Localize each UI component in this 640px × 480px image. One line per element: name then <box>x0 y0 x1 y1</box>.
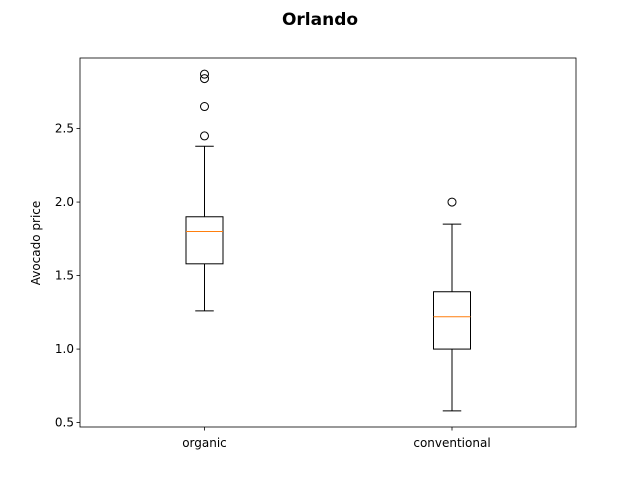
outlier-point <box>447 197 457 207</box>
x-tick-label: conventional <box>413 436 490 450</box>
x-tick-label: organic <box>182 436 227 450</box>
chart-title: Orlando <box>282 10 358 30</box>
outlier-point <box>200 131 209 141</box>
y-tick-label: 2.0 <box>55 195 74 209</box>
outlier-point <box>200 102 209 112</box>
y-axis-label: Avocado price <box>29 201 43 286</box>
iqr-box <box>185 216 224 265</box>
outlier-point <box>200 74 209 84</box>
y-tick-label: 1.5 <box>55 269 74 283</box>
y-tick-label: 1.0 <box>55 342 74 356</box>
y-tick-label: 2.5 <box>55 122 74 136</box>
y-tick-label: 0.5 <box>55 416 74 430</box>
plot-area: 0.5 1.0 1.5 2.0 2.5 organic conventional <box>55 57 577 450</box>
plot-frame <box>79 57 577 428</box>
outlier-point <box>200 69 209 79</box>
iqr-box <box>433 291 471 350</box>
